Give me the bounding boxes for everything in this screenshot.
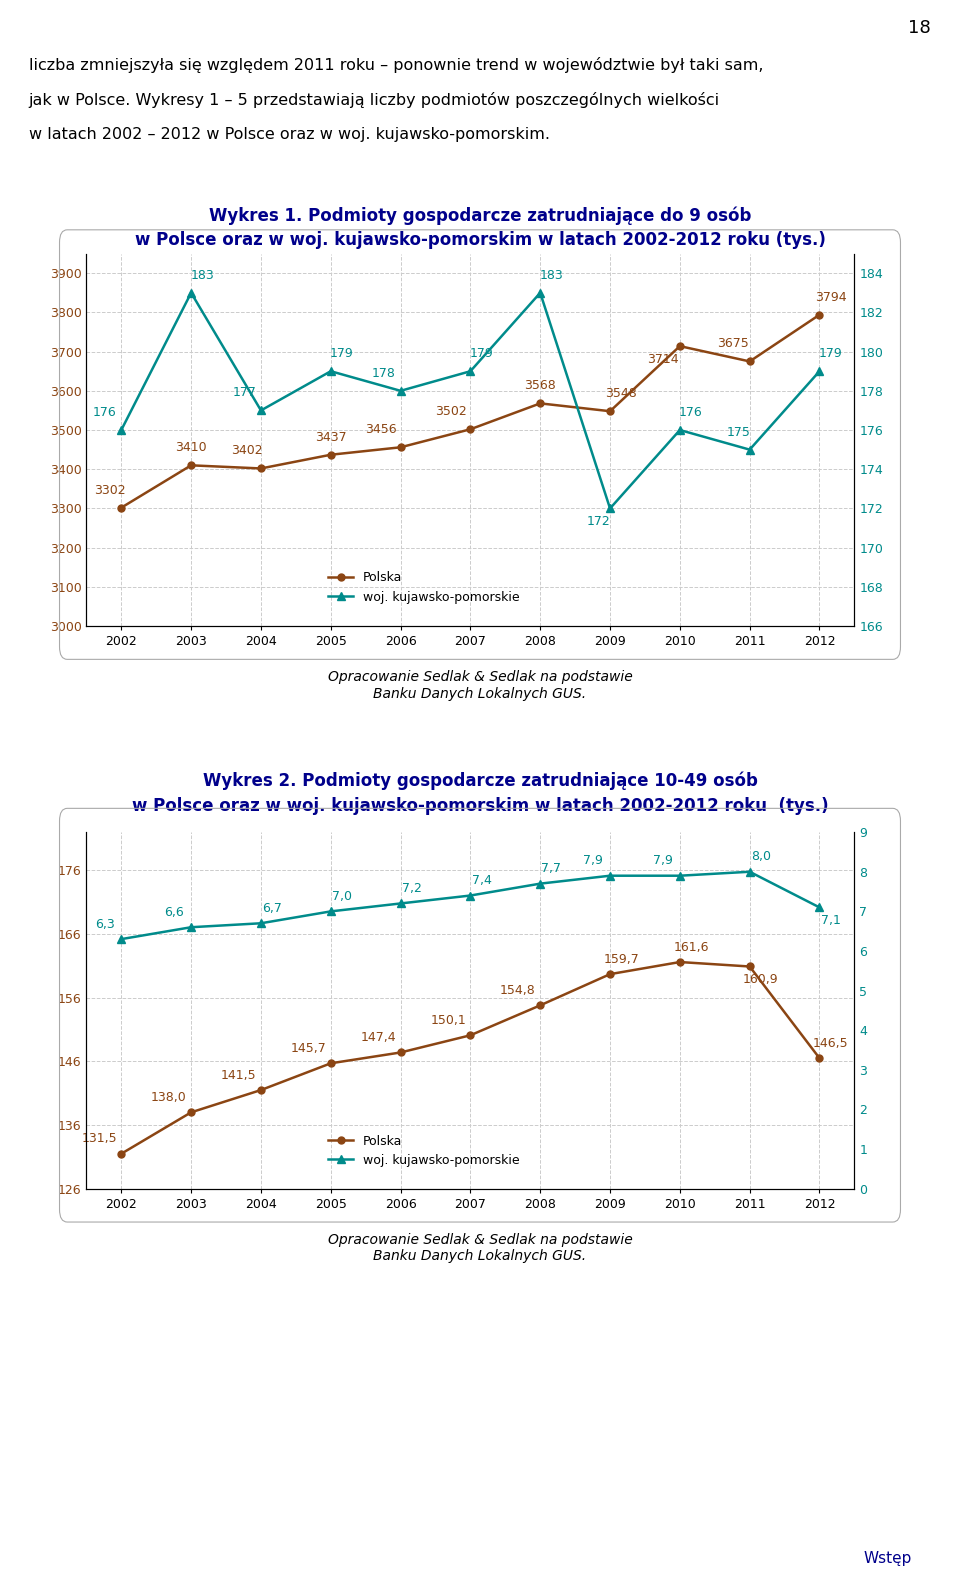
Text: w Polsce oraz w woj. kujawsko-pomorskim w latach 2002-2012 roku  (tys.): w Polsce oraz w woj. kujawsko-pomorskim … (132, 797, 828, 815)
Text: 3794: 3794 (815, 290, 847, 304)
Text: 150,1: 150,1 (430, 1014, 466, 1027)
Text: Opracowanie Sedlak & Sedlak na podstawie
Banku Danych Lokalnych GUS.: Opracowanie Sedlak & Sedlak na podstawie… (327, 1233, 633, 1263)
Text: 146,5: 146,5 (813, 1037, 849, 1049)
Text: jak w Polsce. Wykresy 1 – 5 przedstawiają liczby podmiotów poszczególnych wielko: jak w Polsce. Wykresy 1 – 5 przedstawiaj… (29, 92, 720, 108)
Text: 145,7: 145,7 (291, 1041, 326, 1056)
Text: Wykres 1. Podmioty gospodarcze zatrudniające do 9 osób: Wykres 1. Podmioty gospodarcze zatrudnia… (209, 206, 751, 225)
Text: 3502: 3502 (435, 406, 467, 418)
Text: 131,5: 131,5 (82, 1132, 117, 1146)
Text: 175: 175 (727, 425, 751, 439)
Text: 6,7: 6,7 (262, 902, 282, 915)
Text: 138,0: 138,0 (151, 1090, 187, 1105)
Text: 3402: 3402 (231, 444, 263, 458)
Text: 7,2: 7,2 (401, 883, 421, 896)
Text: 176: 176 (679, 406, 703, 418)
Text: w Polsce oraz w woj. kujawsko-pomorskim w latach 2002-2012 roku (tys.): w Polsce oraz w woj. kujawsko-pomorskim … (134, 231, 826, 249)
Text: Opracowanie Sedlak & Sedlak na podstawie
Banku Danych Lokalnych GUS.: Opracowanie Sedlak & Sedlak na podstawie… (327, 670, 633, 701)
Text: 147,4: 147,4 (361, 1032, 396, 1045)
Text: 7,0: 7,0 (332, 891, 352, 903)
Text: 183: 183 (540, 269, 564, 282)
Text: 18: 18 (908, 19, 931, 36)
Text: Wstęp: Wstęp (864, 1552, 912, 1566)
Text: 3568: 3568 (524, 379, 556, 391)
Text: 141,5: 141,5 (221, 1068, 256, 1081)
Text: w latach 2002 – 2012 w Polsce oraz w woj. kujawsko-pomorskim.: w latach 2002 – 2012 w Polsce oraz w woj… (29, 127, 550, 141)
Text: 3714: 3714 (647, 352, 679, 366)
Text: 183: 183 (190, 269, 214, 282)
Text: 161,6: 161,6 (673, 941, 708, 954)
Text: 3456: 3456 (366, 423, 396, 436)
Text: 7,1: 7,1 (821, 915, 841, 927)
Legend: Polska, woj. kujawsko-pomorskie: Polska, woj. kujawsko-pomorskie (324, 566, 525, 609)
Text: 3675: 3675 (717, 338, 749, 350)
Text: 6,3: 6,3 (95, 918, 114, 930)
Text: 179: 179 (330, 347, 353, 360)
Text: 176: 176 (93, 406, 116, 418)
Text: liczba zmniejszyła się względem 2011 roku – ponownie trend w województwie był ta: liczba zmniejszyła się względem 2011 rok… (29, 57, 763, 73)
Text: 154,8: 154,8 (500, 984, 536, 997)
Text: 160,9: 160,9 (743, 973, 779, 986)
Text: 3437: 3437 (315, 431, 347, 444)
Text: 3410: 3410 (176, 441, 207, 455)
Legend: Polska, woj. kujawsko-pomorskie: Polska, woj. kujawsko-pomorskie (324, 1130, 525, 1171)
Text: 3302: 3302 (94, 483, 126, 496)
Text: 178: 178 (372, 366, 396, 380)
Text: Wykres 2. Podmioty gospodarcze zatrudniające 10-49 osób: Wykres 2. Podmioty gospodarcze zatrudnia… (203, 772, 757, 791)
Text: 179: 179 (469, 347, 493, 360)
Text: 179: 179 (819, 347, 843, 360)
Text: 7,9: 7,9 (584, 854, 603, 867)
Text: 6,6: 6,6 (164, 907, 184, 919)
Text: 7,4: 7,4 (471, 875, 492, 888)
Text: 172: 172 (588, 515, 611, 528)
Text: 177: 177 (232, 387, 256, 399)
Text: 159,7: 159,7 (603, 953, 639, 965)
Text: 8,0: 8,0 (751, 851, 771, 864)
Text: 7,9: 7,9 (653, 854, 673, 867)
Text: 7,7: 7,7 (541, 862, 562, 875)
Text: 3548: 3548 (605, 387, 637, 399)
